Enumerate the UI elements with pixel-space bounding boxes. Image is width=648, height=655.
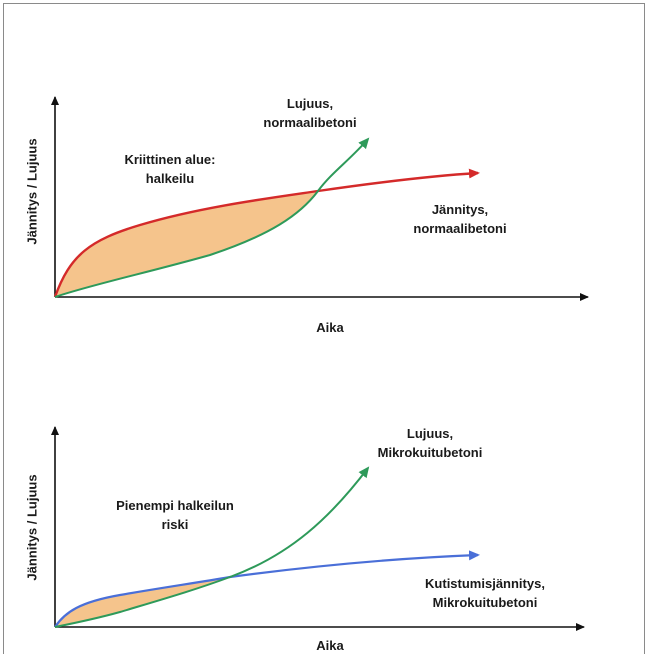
top-region-line-2: halkeilu (145, 171, 195, 186)
bottom-stress-line-2: Mikrokuitubetoni (432, 595, 538, 610)
bottom-stress-line-1: Kutistumisjännitys, (425, 576, 545, 591)
top-region-label: Kriittinen alue: halkeilu (95, 150, 245, 188)
top-stress-line-1: Jännitys, (431, 202, 489, 217)
bottom-strength-curve (54, 466, 370, 628)
bottom-strength-label: Lujuus, Mikrokuitubetoni (350, 424, 510, 462)
bottom-region-line-1: Pienempi halkeilun (116, 498, 234, 513)
top-region-line-1: Kriittinen alue: (124, 152, 216, 167)
top-stress-curve (53, 168, 480, 298)
bottom-chart (51, 426, 585, 631)
top-strength-curve (54, 137, 370, 298)
bottom-risk-region-fill (55, 577, 230, 627)
top-stress-label: Jännitys, normaalibetoni (385, 200, 535, 238)
bottom-stress-curve (54, 550, 480, 628)
bottom-stress-label: Kutistumisjännitys, Mikrokuitubetoni (395, 574, 575, 612)
bottom-region-line-2: riski (161, 517, 189, 532)
top-strength-label: Lujuus, normaalibetoni (235, 94, 385, 132)
diagram-frame (3, 3, 645, 654)
bottom-strength-line-2: Mikrokuitubetoni (377, 445, 483, 460)
top-y-axis-label: Jännitys / Lujuus (24, 138, 40, 245)
top-critical-region-fill (55, 191, 318, 297)
top-chart (51, 96, 589, 301)
top-x-axis-label: Aika (316, 320, 344, 335)
bottom-region-label: Pienempi halkeilun riski (95, 496, 255, 534)
top-strength-line-1: Lujuus, (286, 96, 334, 111)
bottom-strength-line-1: Lujuus, (406, 426, 454, 441)
top-stress-line-2: normaalibetoni (413, 221, 507, 236)
bottom-x-axis-label: Aika (316, 638, 344, 653)
top-strength-line-2: normaalibetoni (263, 115, 357, 130)
bottom-y-axis-label: Jännitys / Lujuus (24, 474, 40, 581)
